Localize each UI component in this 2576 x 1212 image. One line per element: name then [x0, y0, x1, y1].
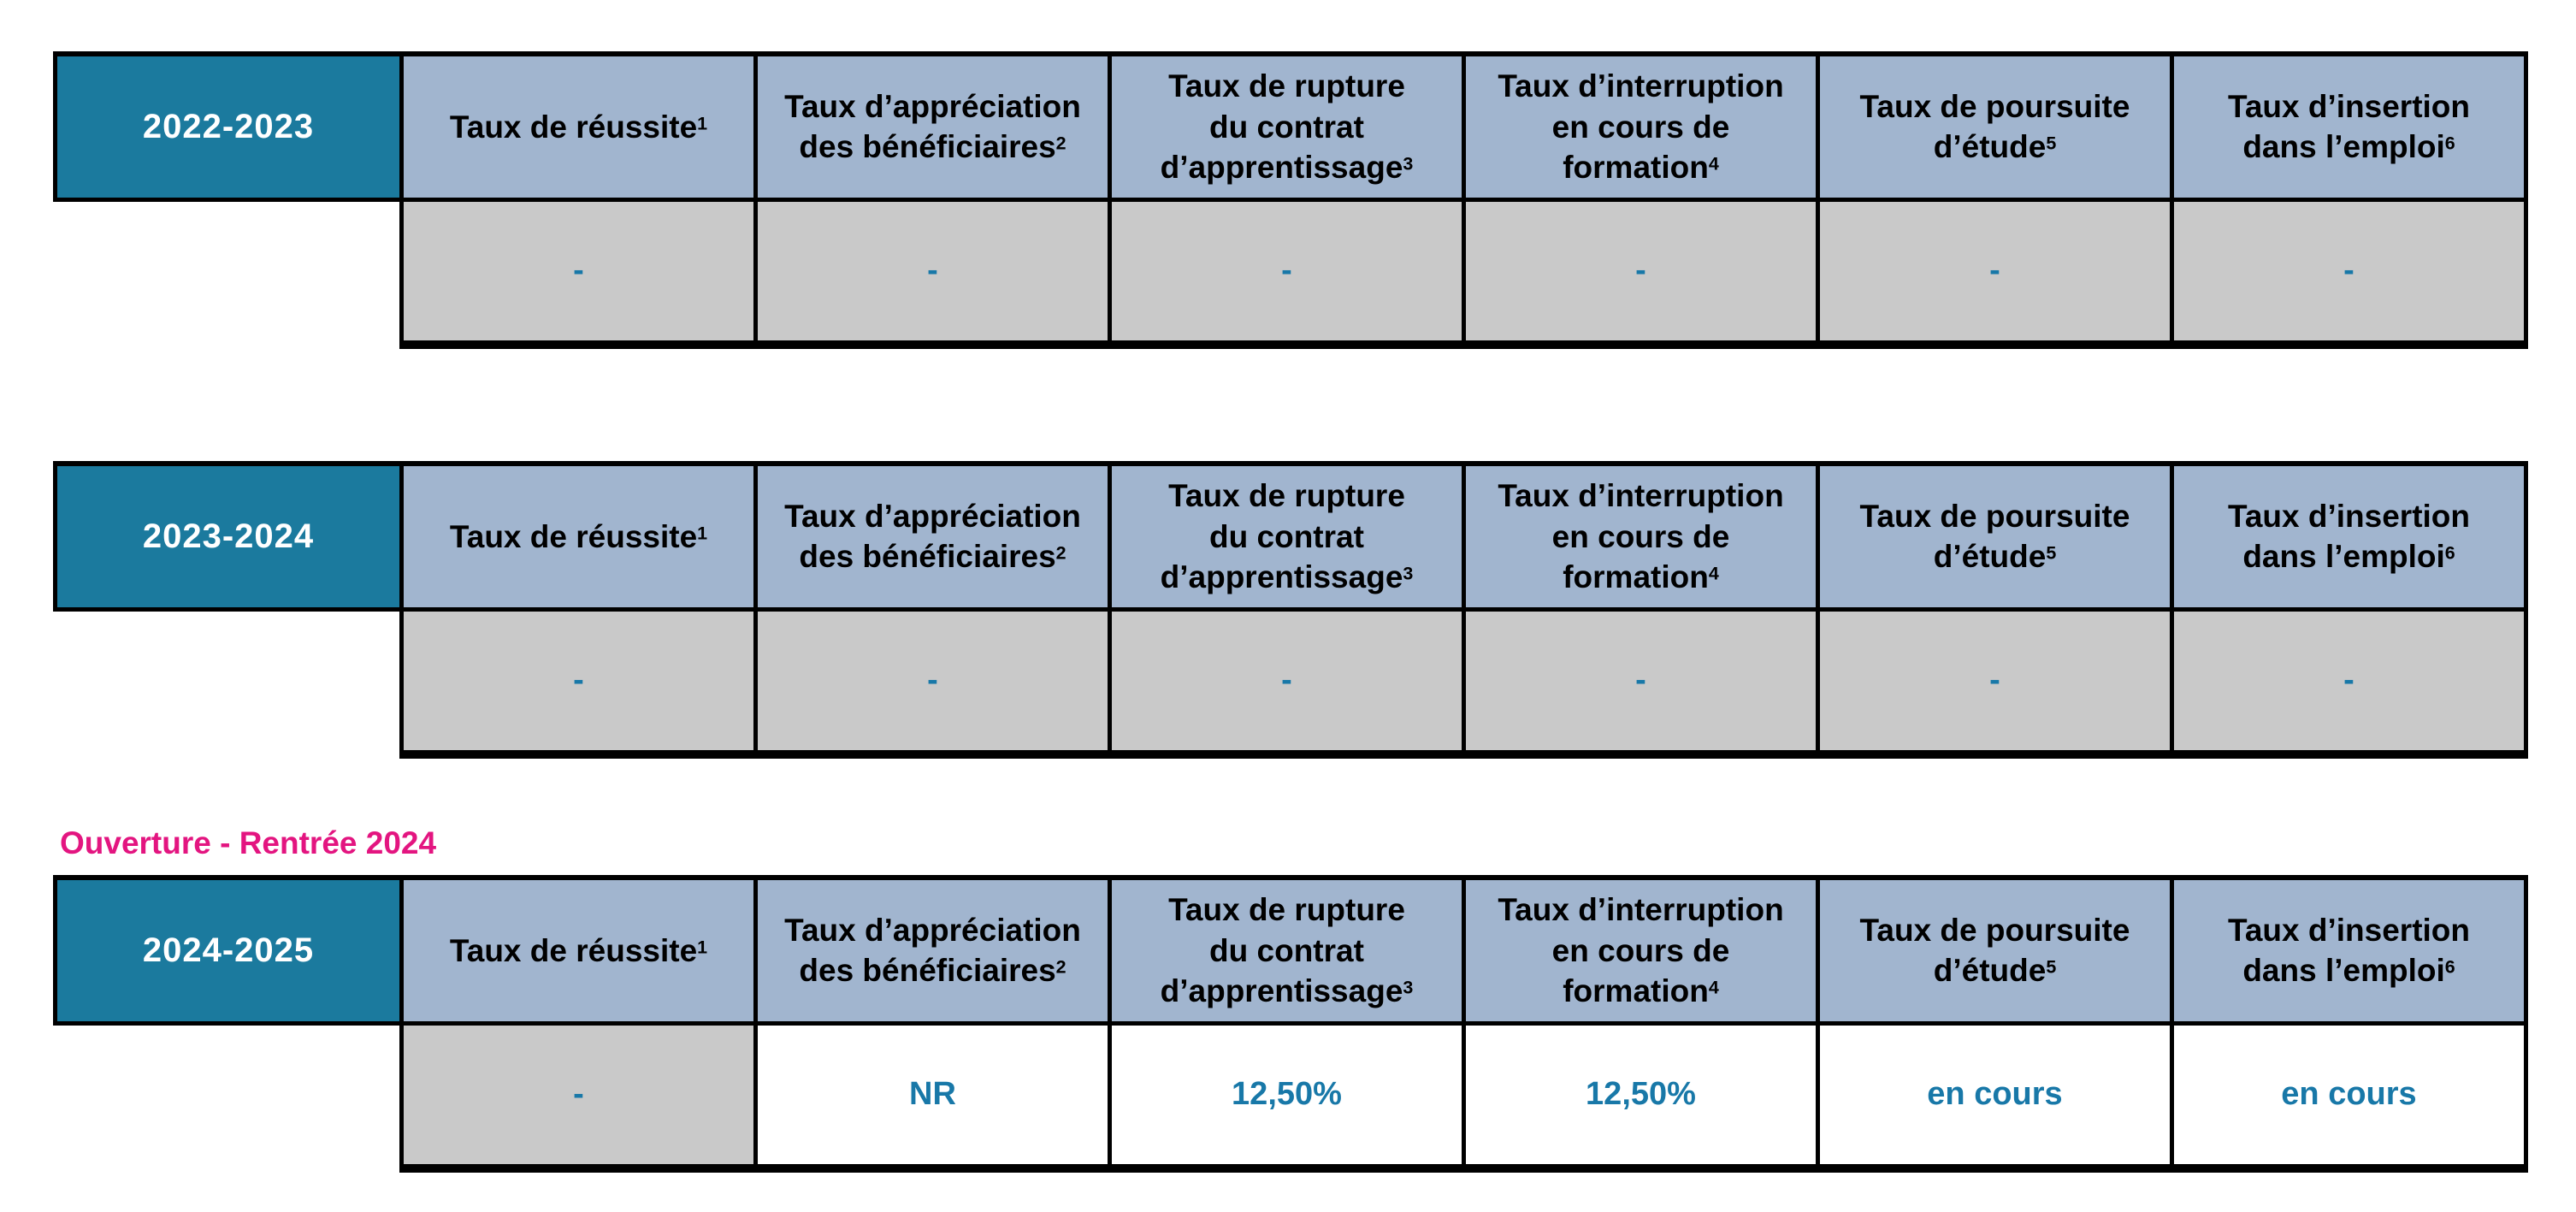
column-header-taux-de-reussite: Taux de réussite1: [399, 875, 758, 1026]
footnote-superscript: 6: [2444, 542, 2455, 564]
column-header-taux-rupture: Taux de rupture du contrat d’apprentissa…: [1108, 51, 1466, 202]
column-header-taux-appreciation: Taux d’appréciation des bénéficiaires2: [753, 51, 1112, 202]
footnote-superscript: 5: [2046, 956, 2057, 978]
data-row: - - - - - -: [56, 606, 2528, 759]
value-cell-poursuite: en cours: [1816, 1020, 2174, 1173]
footnote-superscript: 1: [697, 522, 708, 543]
column-header-label: Taux d’insertion dans l’emploi: [2227, 88, 2470, 165]
footnote-superscript: 5: [2046, 542, 2057, 564]
value-cell-rupture: -: [1108, 197, 1466, 349]
value-cell-rupture: 12,50%: [1108, 1020, 1466, 1173]
column-header-label: Taux de rupture du contrat d’apprentissa…: [1160, 892, 1405, 1008]
column-header-taux-interruption: Taux d’interruption en cours de formatio…: [1462, 461, 1820, 612]
footnote-superscript: 5: [2046, 133, 2057, 154]
spacer: [53, 349, 2576, 461]
header-row: 2022-2023 Taux de réussite1 Taux d’appré…: [53, 51, 2528, 202]
column-header-label: Taux d’insertion dans l’emploi: [2227, 498, 2470, 575]
column-header-taux-appreciation: Taux d’appréciation des bénéficiaires2: [753, 461, 1112, 612]
footnote-superscript: 6: [2444, 133, 2455, 154]
column-header-taux-poursuite: Taux de poursuite d’étude5: [1816, 875, 2174, 1026]
column-header-label: Taux de poursuite d’étude: [1859, 88, 2130, 165]
spacer-cell: [56, 1023, 402, 1168]
column-header-taux-poursuite: Taux de poursuite d’étude5: [1816, 461, 2174, 612]
column-header-label: Taux d’interruption en cours de formatio…: [1498, 68, 1784, 185]
column-header-taux-rupture: Taux de rupture du contrat d’apprentissa…: [1108, 875, 1466, 1026]
header-row: 2024-2025 Taux de réussite1 Taux d’appré…: [53, 875, 2528, 1026]
opening-note: Ouverture - Rentrée 2024: [60, 825, 437, 860]
column-header-label: Taux de poursuite d’étude: [1859, 498, 2130, 575]
column-header-label: Taux de réussite: [449, 109, 698, 145]
footnote-superscript: 1: [697, 936, 708, 957]
spacer-cell: [56, 609, 402, 754]
footnote-superscript: 3: [1403, 977, 1414, 998]
header-row: 2023-2024 Taux de réussite1 Taux d’appré…: [53, 461, 2528, 612]
footnote-superscript: 1: [697, 112, 708, 133]
spacer-cell: [56, 199, 402, 345]
year-cell-2022-2023: 2022-2023: [53, 51, 404, 202]
column-header-taux-appreciation: Taux d’appréciation des bénéficiaires2: [753, 875, 1112, 1026]
column-header-label: Taux de réussite: [449, 518, 698, 554]
column-header-label: Taux d’appréciation des bénéficiaires: [784, 498, 1081, 575]
column-header-label: Taux d’interruption en cours de formatio…: [1498, 892, 1784, 1008]
data-row: - - - - - -: [56, 197, 2528, 349]
column-header-label: Taux d’interruption en cours de formatio…: [1498, 478, 1784, 594]
data-row: - NR 12,50% 12,50% en cours en cours: [56, 1020, 2528, 1173]
column-header-taux-insertion: Taux d’insertion dans l’emploi6: [2170, 875, 2528, 1026]
value-cell-interruption: 12,50%: [1462, 1020, 1820, 1173]
footnote-superscript: 4: [1708, 977, 1719, 998]
value-cell-rupture: -: [1108, 606, 1466, 759]
footnote-superscript: 3: [1403, 153, 1414, 174]
value-cell-interruption: -: [1462, 197, 1820, 349]
footnote-superscript: 4: [1708, 153, 1719, 174]
column-header-label: Taux d’appréciation des bénéficiaires: [784, 912, 1081, 989]
value-cell-poursuite: -: [1816, 606, 2174, 759]
footnote-superscript: 2: [1055, 133, 1066, 154]
value-cell-appreciation: NR: [753, 1020, 1112, 1173]
stats-table-2024-2025: 2024-2025 Taux de réussite1 Taux d’appré…: [53, 875, 2528, 1173]
year-cell-2023-2024: 2023-2024: [53, 461, 404, 612]
value-cell-insertion: -: [2170, 606, 2528, 759]
column-header-label: Taux d’insertion dans l’emploi: [2227, 912, 2470, 989]
column-header-taux-de-reussite: Taux de réussite1: [399, 461, 758, 612]
column-header-taux-interruption: Taux d’interruption en cours de formatio…: [1462, 875, 1820, 1026]
value-cell-interruption: -: [1462, 606, 1820, 759]
stats-table-2023-2024: 2023-2024 Taux de réussite1 Taux d’appré…: [53, 461, 2528, 759]
column-header-label: Taux de réussite: [449, 932, 698, 968]
value-cell-poursuite: -: [1816, 197, 2174, 349]
value-cell-reussite: -: [399, 197, 758, 349]
value-cell-insertion: en cours: [2170, 1020, 2528, 1173]
footnote-superscript: 4: [1708, 563, 1719, 584]
footnote-superscript: 6: [2444, 956, 2455, 978]
column-header-taux-poursuite: Taux de poursuite d’étude5: [1816, 51, 2174, 202]
column-header-taux-interruption: Taux d’interruption en cours de formatio…: [1462, 51, 1820, 202]
stats-table-2022-2023: 2022-2023 Taux de réussite1 Taux d’appré…: [53, 51, 2528, 349]
column-header-taux-rupture: Taux de rupture du contrat d’apprentissa…: [1108, 461, 1466, 612]
column-header-taux-insertion: Taux d’insertion dans l’emploi6: [2170, 461, 2528, 612]
footnote-superscript: 2: [1055, 956, 1066, 978]
footnote-superscript: 2: [1055, 542, 1066, 564]
column-header-taux-insertion: Taux d’insertion dans l’emploi6: [2170, 51, 2528, 202]
column-header-label: Taux de poursuite d’étude: [1859, 912, 2130, 989]
value-cell-appreciation: -: [753, 606, 1112, 759]
column-header-label: Taux de rupture du contrat d’apprentissa…: [1160, 68, 1405, 185]
footnote-superscript: 3: [1403, 563, 1414, 584]
value-cell-insertion: -: [2170, 197, 2528, 349]
column-header-taux-de-reussite: Taux de réussite1: [399, 51, 758, 202]
value-cell-reussite: -: [399, 606, 758, 759]
column-header-label: Taux d’appréciation des bénéficiaires: [784, 88, 1081, 165]
value-cell-appreciation: -: [753, 197, 1112, 349]
column-header-label: Taux de rupture du contrat d’apprentissa…: [1160, 478, 1405, 594]
year-cell-2024-2025: 2024-2025: [53, 875, 404, 1026]
value-cell-reussite: -: [399, 1020, 758, 1173]
